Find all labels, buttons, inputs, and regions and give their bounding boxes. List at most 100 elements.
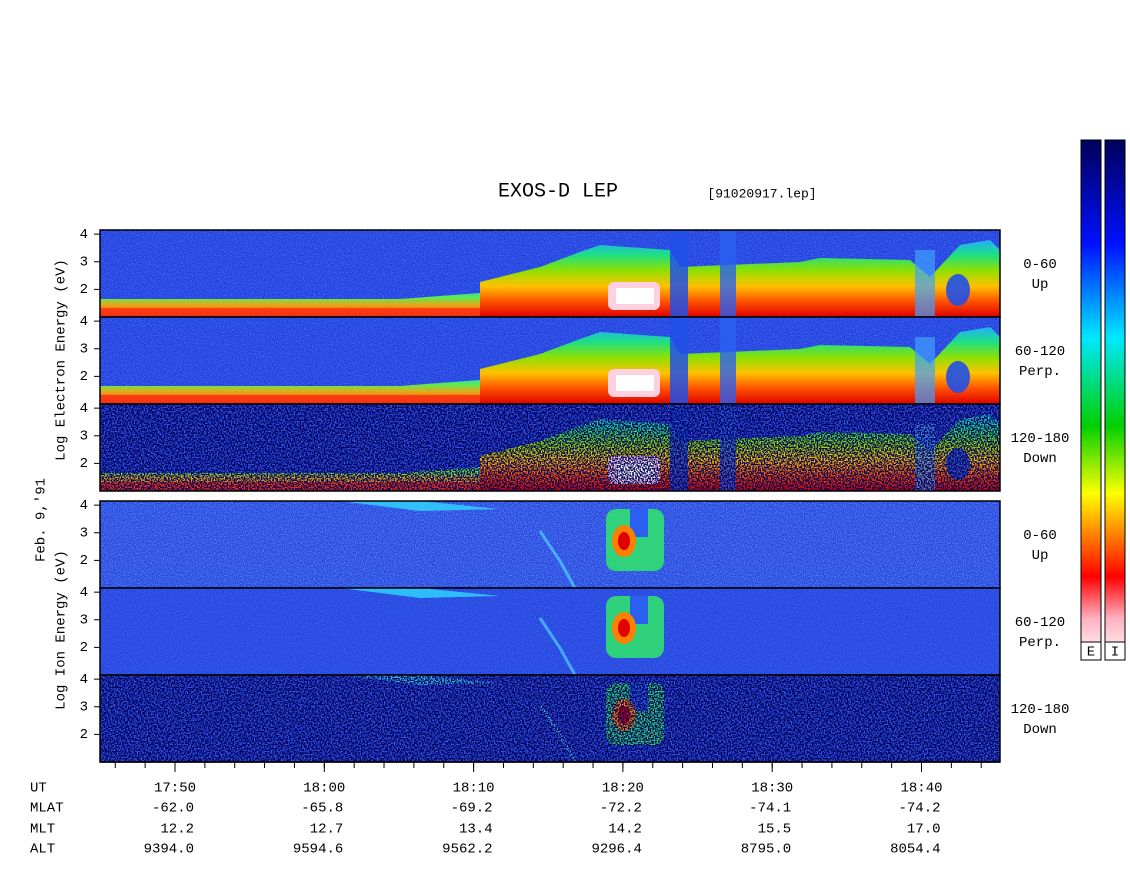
time-label: 18:00 xyxy=(303,781,345,797)
panel: 2 3 4 0-60 Up xyxy=(80,227,1057,318)
panel-angle-label: 60-120 xyxy=(1015,344,1065,360)
low-energy-core xyxy=(100,308,540,315)
specks xyxy=(100,404,1000,491)
panel-angle-label: 120-180 xyxy=(1011,431,1070,447)
gap xyxy=(720,317,736,404)
time-label: 18:30 xyxy=(751,781,793,797)
ion-core-red xyxy=(618,532,630,550)
spectrogram xyxy=(100,501,1000,588)
colorbar-label: I xyxy=(1111,645,1119,661)
ephemeris-value: -74.1 xyxy=(749,801,791,817)
colorbar xyxy=(1080,139,1102,661)
ephemeris-value: -69.2 xyxy=(451,801,493,817)
panel-direction-label: Down xyxy=(1023,722,1057,738)
ion-blob-gap xyxy=(630,596,648,624)
panel-direction-label: Down xyxy=(1023,451,1057,467)
dispersion xyxy=(538,530,577,588)
panel: 2 3 4 120-180 Down xyxy=(80,672,1070,763)
spectrogram xyxy=(100,588,1000,675)
y-tick-label: 4 xyxy=(80,672,88,688)
panel-angle-label: 0-60 xyxy=(1023,257,1057,273)
ion-axis-label: Log Ion Energy (eV) xyxy=(54,550,70,710)
gap xyxy=(915,337,935,404)
colorbar xyxy=(1104,139,1126,661)
ephemeris-value: 17.0 xyxy=(907,822,941,838)
panel-direction-label: Perp. xyxy=(1019,364,1061,380)
colorbar-label-box xyxy=(1104,641,1126,661)
spectrogram xyxy=(100,230,1000,317)
y-tick-label: 2 xyxy=(80,553,88,569)
panel: 2 3 4 60-120 Perp. xyxy=(80,585,1065,676)
ephemeris-value: 12.2 xyxy=(160,822,194,838)
hot-core-white xyxy=(616,288,654,304)
y-tick-label: 4 xyxy=(80,585,88,601)
ephemeris-value: -74.2 xyxy=(898,801,940,817)
ephemeris-value: 12.7 xyxy=(310,822,344,838)
y-tick-label: 2 xyxy=(80,727,88,743)
y-tick-label: 4 xyxy=(80,227,88,243)
ephemeris-value: 9594.6 xyxy=(293,842,343,858)
ephemeris-value: 9394.0 xyxy=(144,842,194,858)
file-name: [91020917.lep] xyxy=(707,186,816,201)
y-tick-label: 2 xyxy=(80,282,88,298)
cyan-streak xyxy=(340,501,500,511)
time-label: 18:40 xyxy=(900,781,942,797)
ephemeris-value: 13.4 xyxy=(459,822,493,838)
colorbar-label: E xyxy=(1087,645,1095,661)
row-name: ALT xyxy=(30,842,55,858)
ephemeris-value: 15.5 xyxy=(758,822,792,838)
colorbar-label-box xyxy=(1080,641,1102,661)
ephemeris-value: 9562.2 xyxy=(442,842,492,858)
y-tick-label: 2 xyxy=(80,640,88,656)
electron-axis-label: Log Electron Energy (eV) xyxy=(54,259,70,461)
time-label: 18:20 xyxy=(602,781,644,797)
panel-direction-label: Up xyxy=(1032,548,1049,564)
y-tick-label: 3 xyxy=(80,428,88,444)
ion-core-red xyxy=(618,619,630,637)
y-tick-label: 2 xyxy=(80,369,88,385)
panel: 2 3 4 120-180 Down xyxy=(80,401,1070,492)
gap xyxy=(670,230,688,317)
cyan-streak xyxy=(340,588,500,598)
ephemeris-value: 14.2 xyxy=(608,822,642,838)
row-name: UT xyxy=(30,781,47,797)
specks xyxy=(100,675,1000,762)
y-tick-label: 3 xyxy=(80,254,88,270)
panel-angle-label: 120-180 xyxy=(1011,702,1070,718)
y-tick-label: 3 xyxy=(80,341,88,357)
hot-core-white xyxy=(616,375,654,391)
panel-angle-label: 60-120 xyxy=(1015,615,1065,631)
panel-frame xyxy=(99,403,1001,492)
panel-direction-label: Up xyxy=(1032,277,1049,293)
y-tick-label: 3 xyxy=(80,699,88,715)
ephemeris-value: 8054.4 xyxy=(890,842,940,858)
panel-direction-label: Perp. xyxy=(1019,635,1061,651)
y-tick-label: 3 xyxy=(80,612,88,628)
spectrogram xyxy=(100,404,1000,491)
spectrogram xyxy=(100,317,1000,404)
y-tick-label: 4 xyxy=(80,401,88,417)
y-tick-label: 4 xyxy=(80,498,88,514)
ephemeris-value: 8795.0 xyxy=(741,842,791,858)
ephemeris-value: -65.8 xyxy=(301,801,343,817)
row-name: MLT xyxy=(30,822,55,838)
spectrogram xyxy=(100,675,1000,762)
y-tick-label: 2 xyxy=(80,456,88,472)
ring-hole xyxy=(946,361,970,393)
ion-blob-gap xyxy=(630,509,648,537)
panel-angle-label: 0-60 xyxy=(1023,528,1057,544)
low-energy-core xyxy=(100,395,540,402)
ring-hole xyxy=(946,274,970,306)
title: EXOS-D LEP xyxy=(498,180,618,203)
gap xyxy=(670,317,688,404)
panel: 2 3 4 60-120 Perp. xyxy=(80,314,1065,405)
ephemeris-value: 9296.4 xyxy=(591,842,641,858)
gap xyxy=(915,250,935,317)
ephemeris-value: -62.0 xyxy=(152,801,194,817)
y-tick-label: 4 xyxy=(80,314,88,330)
panel: 2 3 4 0-60 Up xyxy=(80,498,1057,589)
dispersion xyxy=(538,617,577,675)
gap xyxy=(720,230,736,317)
time-label: 17:50 xyxy=(154,781,196,797)
